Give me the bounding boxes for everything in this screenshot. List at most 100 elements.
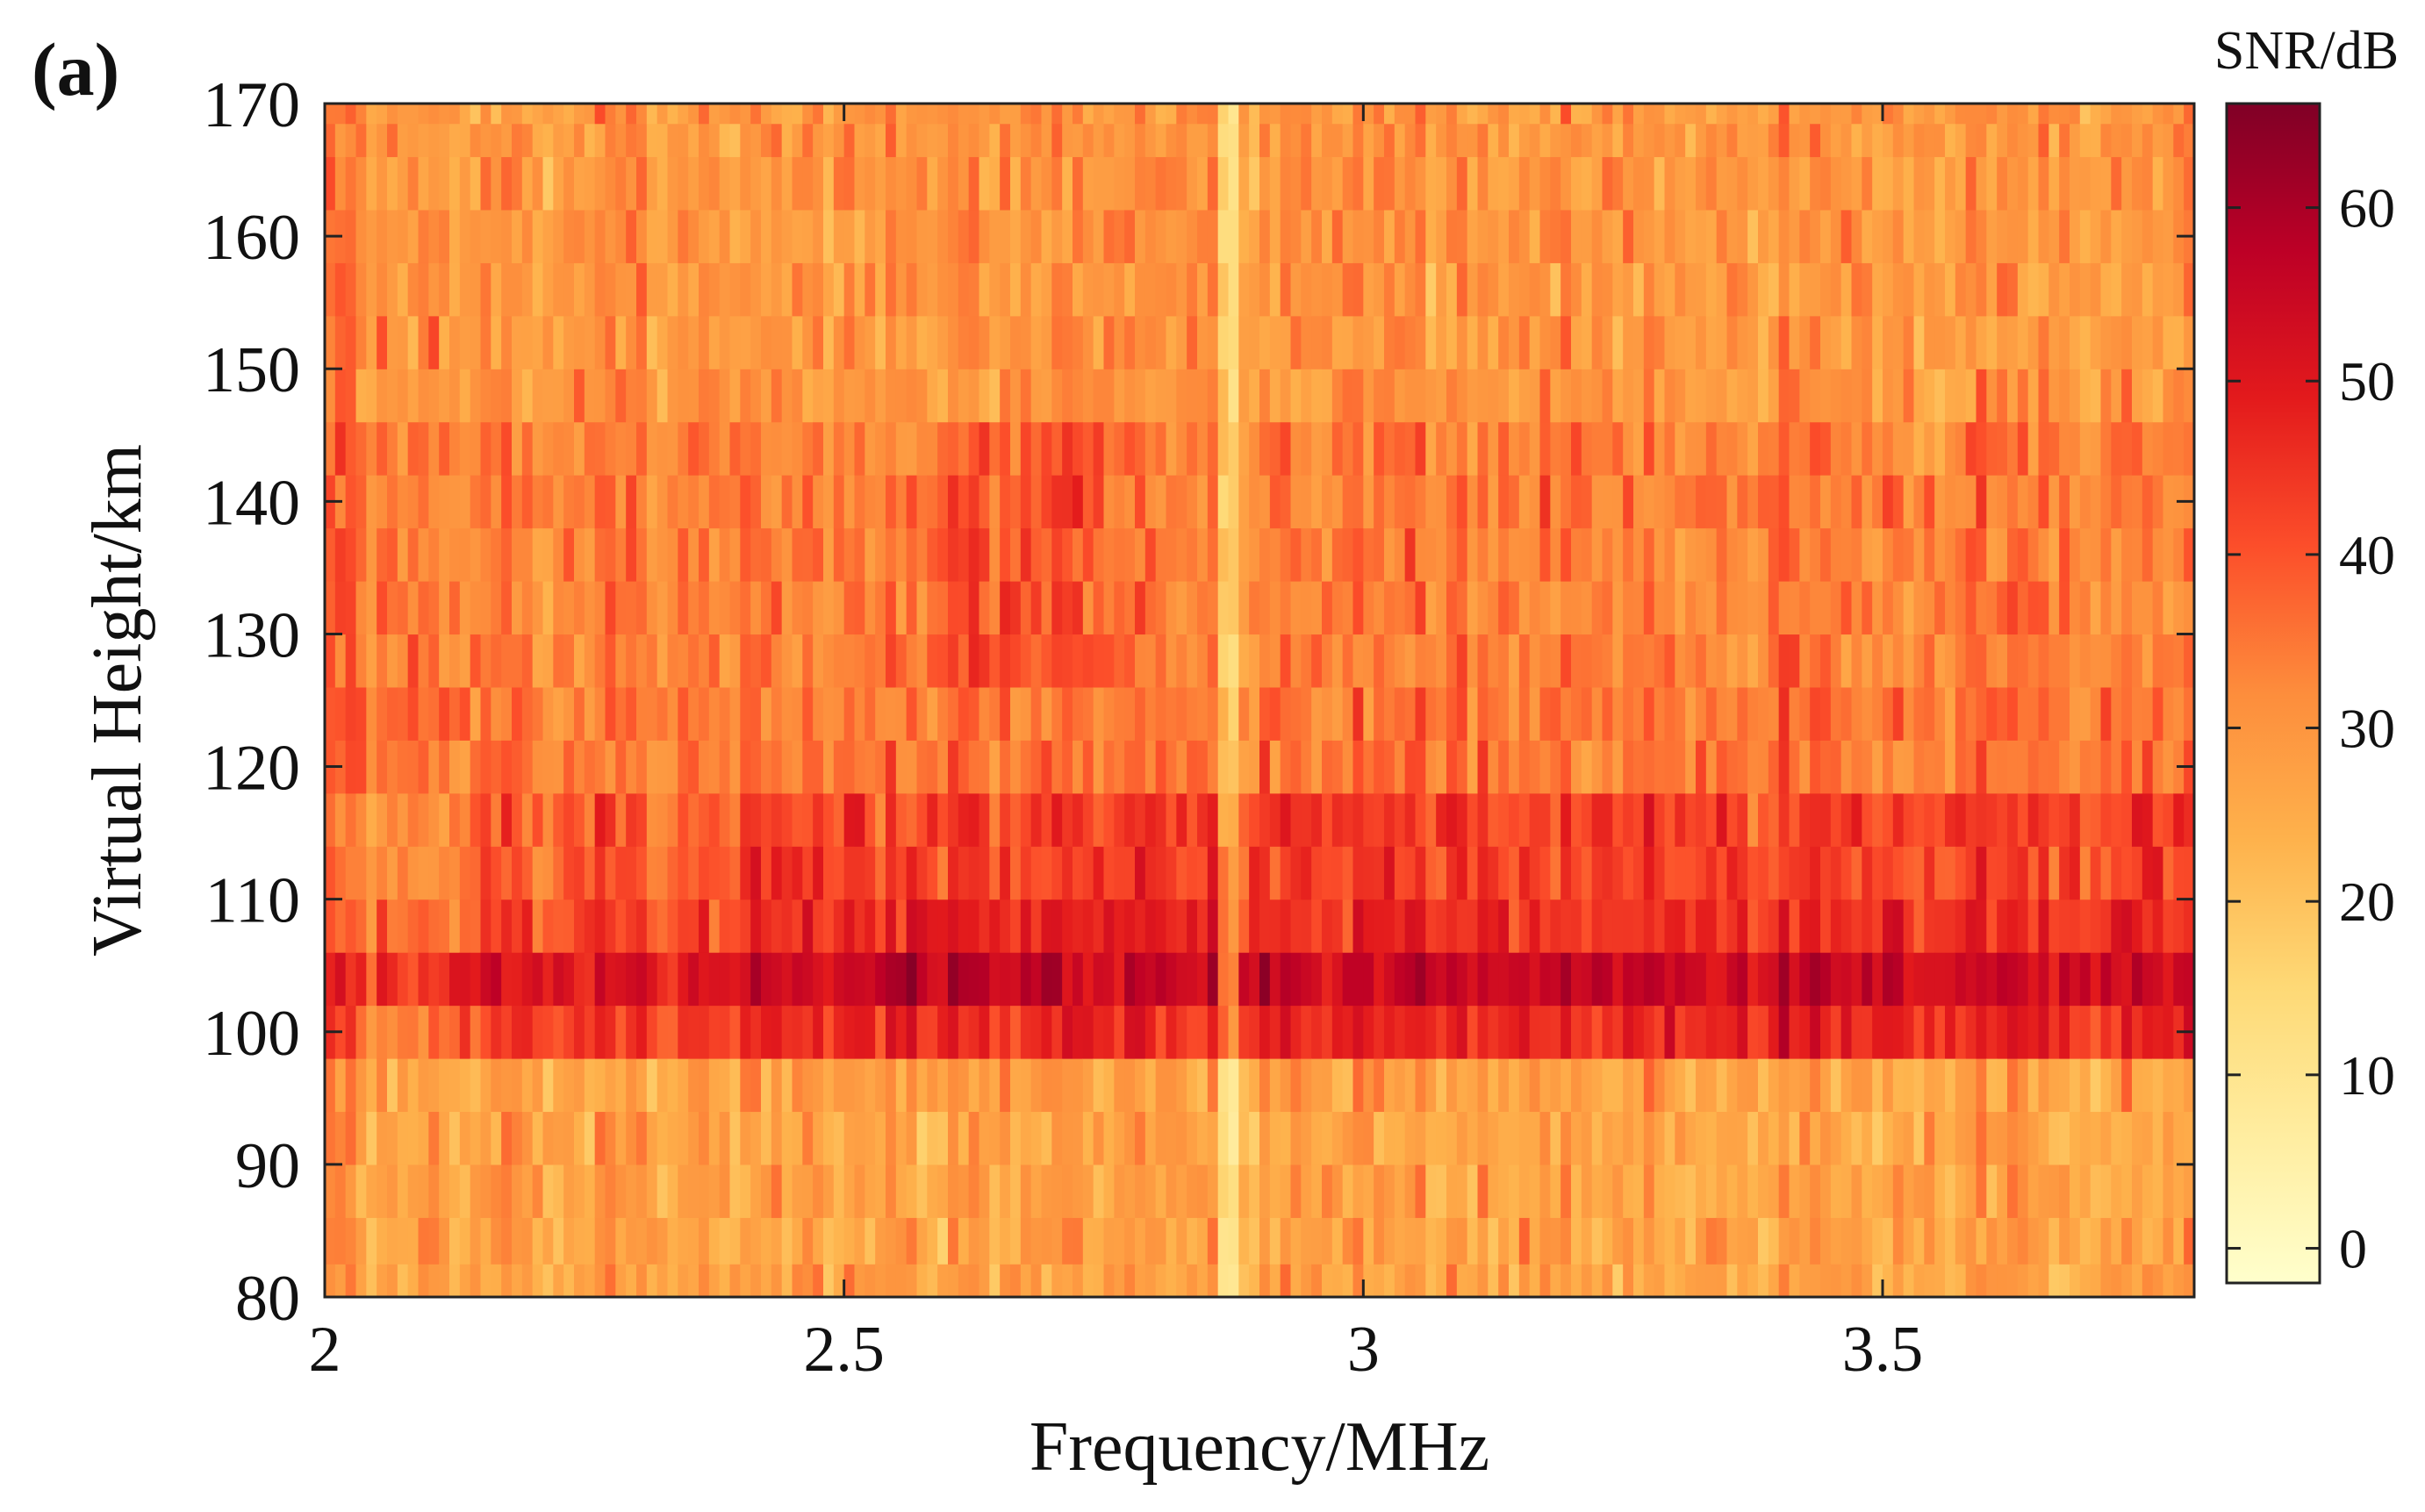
heatmap-cell — [1539, 1164, 1551, 1218]
heatmap-cell — [886, 527, 897, 582]
heatmap-cell — [345, 1217, 357, 1265]
heatmap-cell — [1249, 1217, 1260, 1265]
heatmap-cell — [656, 581, 669, 635]
heatmap-cell — [1789, 846, 1800, 900]
heatmap-cell — [1705, 156, 1718, 211]
heatmap-cell — [1758, 792, 1769, 847]
heatmap-cell — [1144, 581, 1157, 635]
heatmap-cell — [626, 475, 637, 529]
heatmap-cell — [1716, 1264, 1728, 1298]
heatmap-cell — [2027, 1264, 2040, 1298]
heatmap-cell — [2121, 1264, 2133, 1298]
heatmap-cell — [979, 899, 990, 953]
heatmap-cell — [553, 1111, 564, 1165]
heatmap-cell — [325, 899, 336, 953]
heatmap-cell — [2132, 1264, 2143, 1298]
heatmap-cell — [1363, 369, 1374, 423]
heatmap-cell — [355, 1217, 367, 1265]
heatmap-cell — [1456, 686, 1468, 741]
heatmap-cell — [636, 156, 648, 211]
heatmap-cell — [1114, 740, 1125, 794]
heatmap-cell — [1840, 421, 1853, 476]
heatmap-cell — [553, 1217, 564, 1265]
heatmap-cell — [470, 156, 482, 211]
heatmap-cell — [1602, 899, 1613, 953]
heatmap-cell — [1166, 899, 1177, 953]
heatmap-cell — [2152, 369, 2164, 423]
heatmap-cell — [1197, 792, 1209, 847]
heatmap-cell — [865, 123, 876, 158]
heatmap-cell — [325, 527, 336, 582]
heatmap-cell — [927, 156, 938, 211]
heatmap-cell — [833, 527, 845, 582]
heatmap-cell — [895, 1005, 908, 1059]
heatmap-cell — [2100, 369, 2112, 423]
heatmap-cell — [345, 899, 357, 953]
heatmap-cell — [792, 1111, 803, 1165]
heatmap-cell — [719, 156, 731, 211]
heatmap-cell — [886, 1217, 897, 1265]
heatmap-cell — [1633, 740, 1645, 794]
heatmap-cell — [1997, 475, 2008, 529]
heatmap-cell — [823, 846, 835, 900]
heatmap-cell — [2163, 846, 2174, 900]
heatmap-cell — [1446, 686, 1458, 741]
heatmap-cell — [1778, 156, 1790, 211]
heatmap-cell — [334, 315, 347, 369]
heatmap-cell — [2132, 634, 2143, 688]
heatmap-cell — [1571, 421, 1582, 476]
heatmap-cell — [1903, 952, 1915, 1007]
heatmap-cell — [1207, 421, 1219, 476]
heatmap-cell — [792, 634, 803, 688]
heatmap-cell — [553, 899, 564, 953]
heatmap-cell — [1114, 952, 1125, 1007]
heatmap-cell — [1976, 792, 1987, 847]
heatmap-cell — [1789, 104, 1800, 125]
heatmap-cell — [584, 686, 596, 741]
heatmap-cell — [366, 634, 377, 688]
heatmap-cell — [2059, 527, 2070, 582]
heatmap-cell — [1467, 581, 1479, 635]
heatmap-cell — [615, 1058, 627, 1113]
heatmap-cell — [1114, 104, 1125, 125]
heatmap-cell — [626, 209, 637, 263]
heatmap-cell — [2007, 846, 2019, 900]
heatmap-cell — [1010, 899, 1022, 953]
heatmap-cell — [1602, 846, 1613, 900]
heatmap-cell — [823, 262, 835, 317]
heatmap-cell — [1664, 262, 1675, 317]
heatmap-cell — [1924, 1164, 1935, 1218]
heatmap-cell — [1280, 846, 1292, 900]
heatmap-cell — [1456, 527, 1468, 582]
heatmap-cell — [1924, 740, 1935, 794]
heatmap-cell — [1238, 104, 1250, 125]
heatmap-cell — [1612, 1111, 1624, 1165]
heatmap-cell — [1612, 262, 1624, 317]
heatmap-cell — [656, 686, 669, 741]
heatmap-cell — [1643, 634, 1655, 688]
heatmap-cell — [1155, 1217, 1167, 1265]
heatmap-cell — [1488, 952, 1499, 1007]
heatmap-cell — [1093, 1264, 1105, 1298]
heatmap-cell — [750, 527, 762, 582]
heatmap-cell — [563, 475, 575, 529]
heatmap-cell — [750, 846, 762, 900]
heatmap-cell — [1384, 156, 1395, 211]
heatmap-cell — [2163, 156, 2174, 211]
heatmap-cell — [1778, 792, 1790, 847]
heatmap-cell — [1997, 262, 2008, 317]
heatmap-cell — [1404, 369, 1417, 423]
heatmap-cell — [491, 475, 502, 529]
heatmap-cell — [1550, 634, 1561, 688]
heatmap-cell — [792, 104, 803, 125]
heatmap-cell — [1217, 1217, 1230, 1265]
heatmap-cell — [1840, 209, 1853, 263]
heatmap-cell — [1664, 104, 1675, 125]
heatmap-cell — [1529, 1111, 1541, 1165]
heatmap-cell — [1965, 792, 1977, 847]
heatmap-cell — [1477, 156, 1489, 211]
heatmap-cell — [656, 1005, 669, 1059]
heatmap-cell — [667, 952, 678, 1007]
heatmap-cell — [480, 581, 491, 635]
heatmap-cell — [2121, 1005, 2133, 1059]
